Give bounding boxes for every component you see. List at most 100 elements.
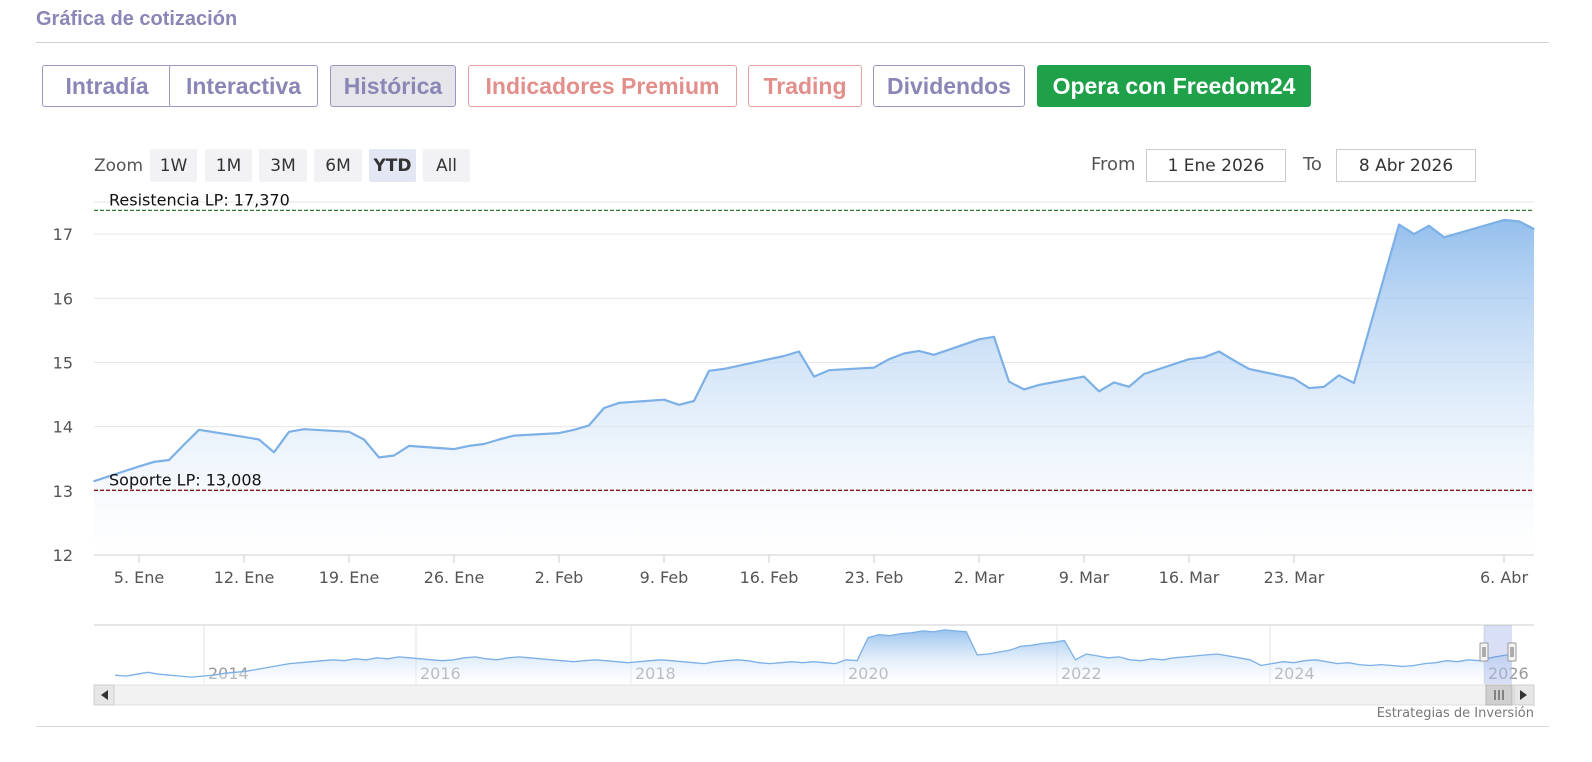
resistance-label: Resistencia LP: 17,370	[109, 190, 290, 209]
price-point	[93, 480, 95, 483]
scroll-right-button[interactable]	[1513, 684, 1535, 706]
price-point	[408, 445, 410, 447]
scrollbar-thumb[interactable]	[1485, 684, 1513, 706]
price-point	[1338, 374, 1340, 377]
price-point	[888, 358, 890, 361]
navigator-line	[114, 629, 1513, 678]
price-point	[243, 436, 245, 438]
scroll-right-arrow-icon	[1520, 690, 1527, 700]
y-tick-label: 12	[53, 546, 73, 565]
x-tick-label: 2. Mar	[954, 568, 1005, 587]
price-point	[1008, 380, 1010, 383]
zoom-button-1m[interactable]: 1M	[205, 149, 252, 182]
price-point	[783, 355, 785, 357]
price-point	[918, 350, 920, 352]
price-point	[288, 431, 290, 433]
x-tick-label: 9. Feb	[640, 568, 689, 587]
x-tick-label: 16. Feb	[740, 568, 799, 587]
x-tick-label: 6. Abr	[1480, 568, 1528, 587]
price-point	[813, 375, 815, 378]
y-tick-label: 17	[53, 225, 73, 244]
price-point	[273, 451, 275, 454]
price-point	[1323, 386, 1325, 388]
scroll-left-button[interactable]	[93, 684, 115, 706]
price-point	[1143, 373, 1145, 375]
price-point	[1533, 228, 1535, 230]
price-point	[378, 456, 380, 459]
price-area	[94, 220, 1534, 555]
title-divider	[36, 42, 1549, 43]
navigator-right-handle[interactable]	[1507, 642, 1517, 662]
price-point	[1188, 358, 1190, 361]
price-point	[483, 443, 485, 445]
price-point	[468, 445, 470, 447]
price-point	[453, 448, 455, 450]
price-point	[1128, 386, 1130, 388]
x-tick-label: 5. Ene	[114, 568, 164, 587]
x-tick-label: 2. Feb	[535, 568, 584, 587]
price-point	[993, 336, 995, 338]
tab-opera-con-freedom24[interactable]: Opera con Freedom24	[1037, 65, 1311, 107]
bottom-divider	[36, 726, 1549, 727]
navigator-left-handle[interactable]	[1479, 642, 1489, 662]
support-label: Soporte LP: 13,008	[109, 470, 262, 489]
zoom-label: Zoom	[94, 156, 144, 176]
zoom-button-ytd[interactable]: YTD	[369, 149, 416, 182]
zoom-button-6m[interactable]: 6M	[314, 149, 362, 182]
zoom-button-1w[interactable]: 1W	[150, 149, 197, 182]
to-date-input[interactable]: 8 Abr 2026	[1336, 149, 1476, 182]
scrollbar-track[interactable]	[93, 684, 1535, 706]
zoom-button-3m[interactable]: 3M	[259, 149, 307, 182]
price-point	[1233, 359, 1235, 362]
price-point	[1413, 233, 1415, 235]
price-point	[798, 350, 800, 353]
navigator-year-label: 2022	[1061, 664, 1102, 683]
navigator-year-label: 2026	[1488, 664, 1529, 683]
tab-histórica[interactable]: Histórica	[330, 65, 456, 107]
price-point	[933, 354, 935, 356]
tab-dividendos[interactable]: Dividendos	[873, 65, 1025, 107]
price-line	[93, 218, 1535, 483]
tab-intradía[interactable]: Intradía	[42, 65, 172, 107]
from-date-input[interactable]: 1 Ene 2026	[1146, 149, 1286, 182]
price-point	[393, 454, 395, 457]
y-tick-label: 15	[53, 353, 73, 372]
y-tick-label: 14	[53, 418, 73, 437]
price-point	[1203, 356, 1205, 359]
x-tick-label: 12. Ene	[214, 568, 275, 587]
zoom-button-all[interactable]: All	[423, 149, 470, 182]
navigator-year-label: 2014	[208, 664, 249, 683]
price-point	[303, 428, 305, 431]
tab-indicadores-premium[interactable]: Indicadores Premium	[468, 65, 737, 107]
price-point	[1443, 236, 1445, 239]
navigator-year-label: 2020	[848, 664, 889, 683]
navigator-year-label: 2018	[635, 664, 676, 683]
price-point	[1038, 384, 1040, 386]
y-tick-label: 16	[53, 289, 73, 308]
price-point	[903, 352, 905, 355]
price-point	[663, 398, 665, 401]
x-tick-label: 19. Ene	[319, 568, 380, 587]
x-tick-label: 16. Mar	[1159, 568, 1220, 587]
price-point	[723, 368, 725, 370]
price-point	[258, 438, 260, 441]
tab-interactiva[interactable]: Interactiva	[169, 65, 318, 107]
price-point	[1308, 387, 1310, 389]
price-point	[978, 338, 980, 341]
price-point	[678, 404, 680, 406]
price-point	[618, 402, 620, 404]
x-tick-label: 23. Mar	[1264, 568, 1325, 587]
price-point	[363, 438, 365, 441]
price-point	[1098, 390, 1100, 393]
price-point	[1503, 219, 1505, 221]
navigator-year-label: 2024	[1274, 664, 1315, 683]
price-point	[693, 400, 695, 402]
price-point	[498, 438, 500, 441]
price-point	[1518, 220, 1520, 223]
navigator-year-label: 2016	[420, 664, 461, 683]
price-point	[1398, 223, 1400, 226]
from-label: From	[1091, 154, 1136, 175]
tab-trading[interactable]: Trading	[748, 65, 862, 107]
price-point	[1293, 377, 1295, 380]
